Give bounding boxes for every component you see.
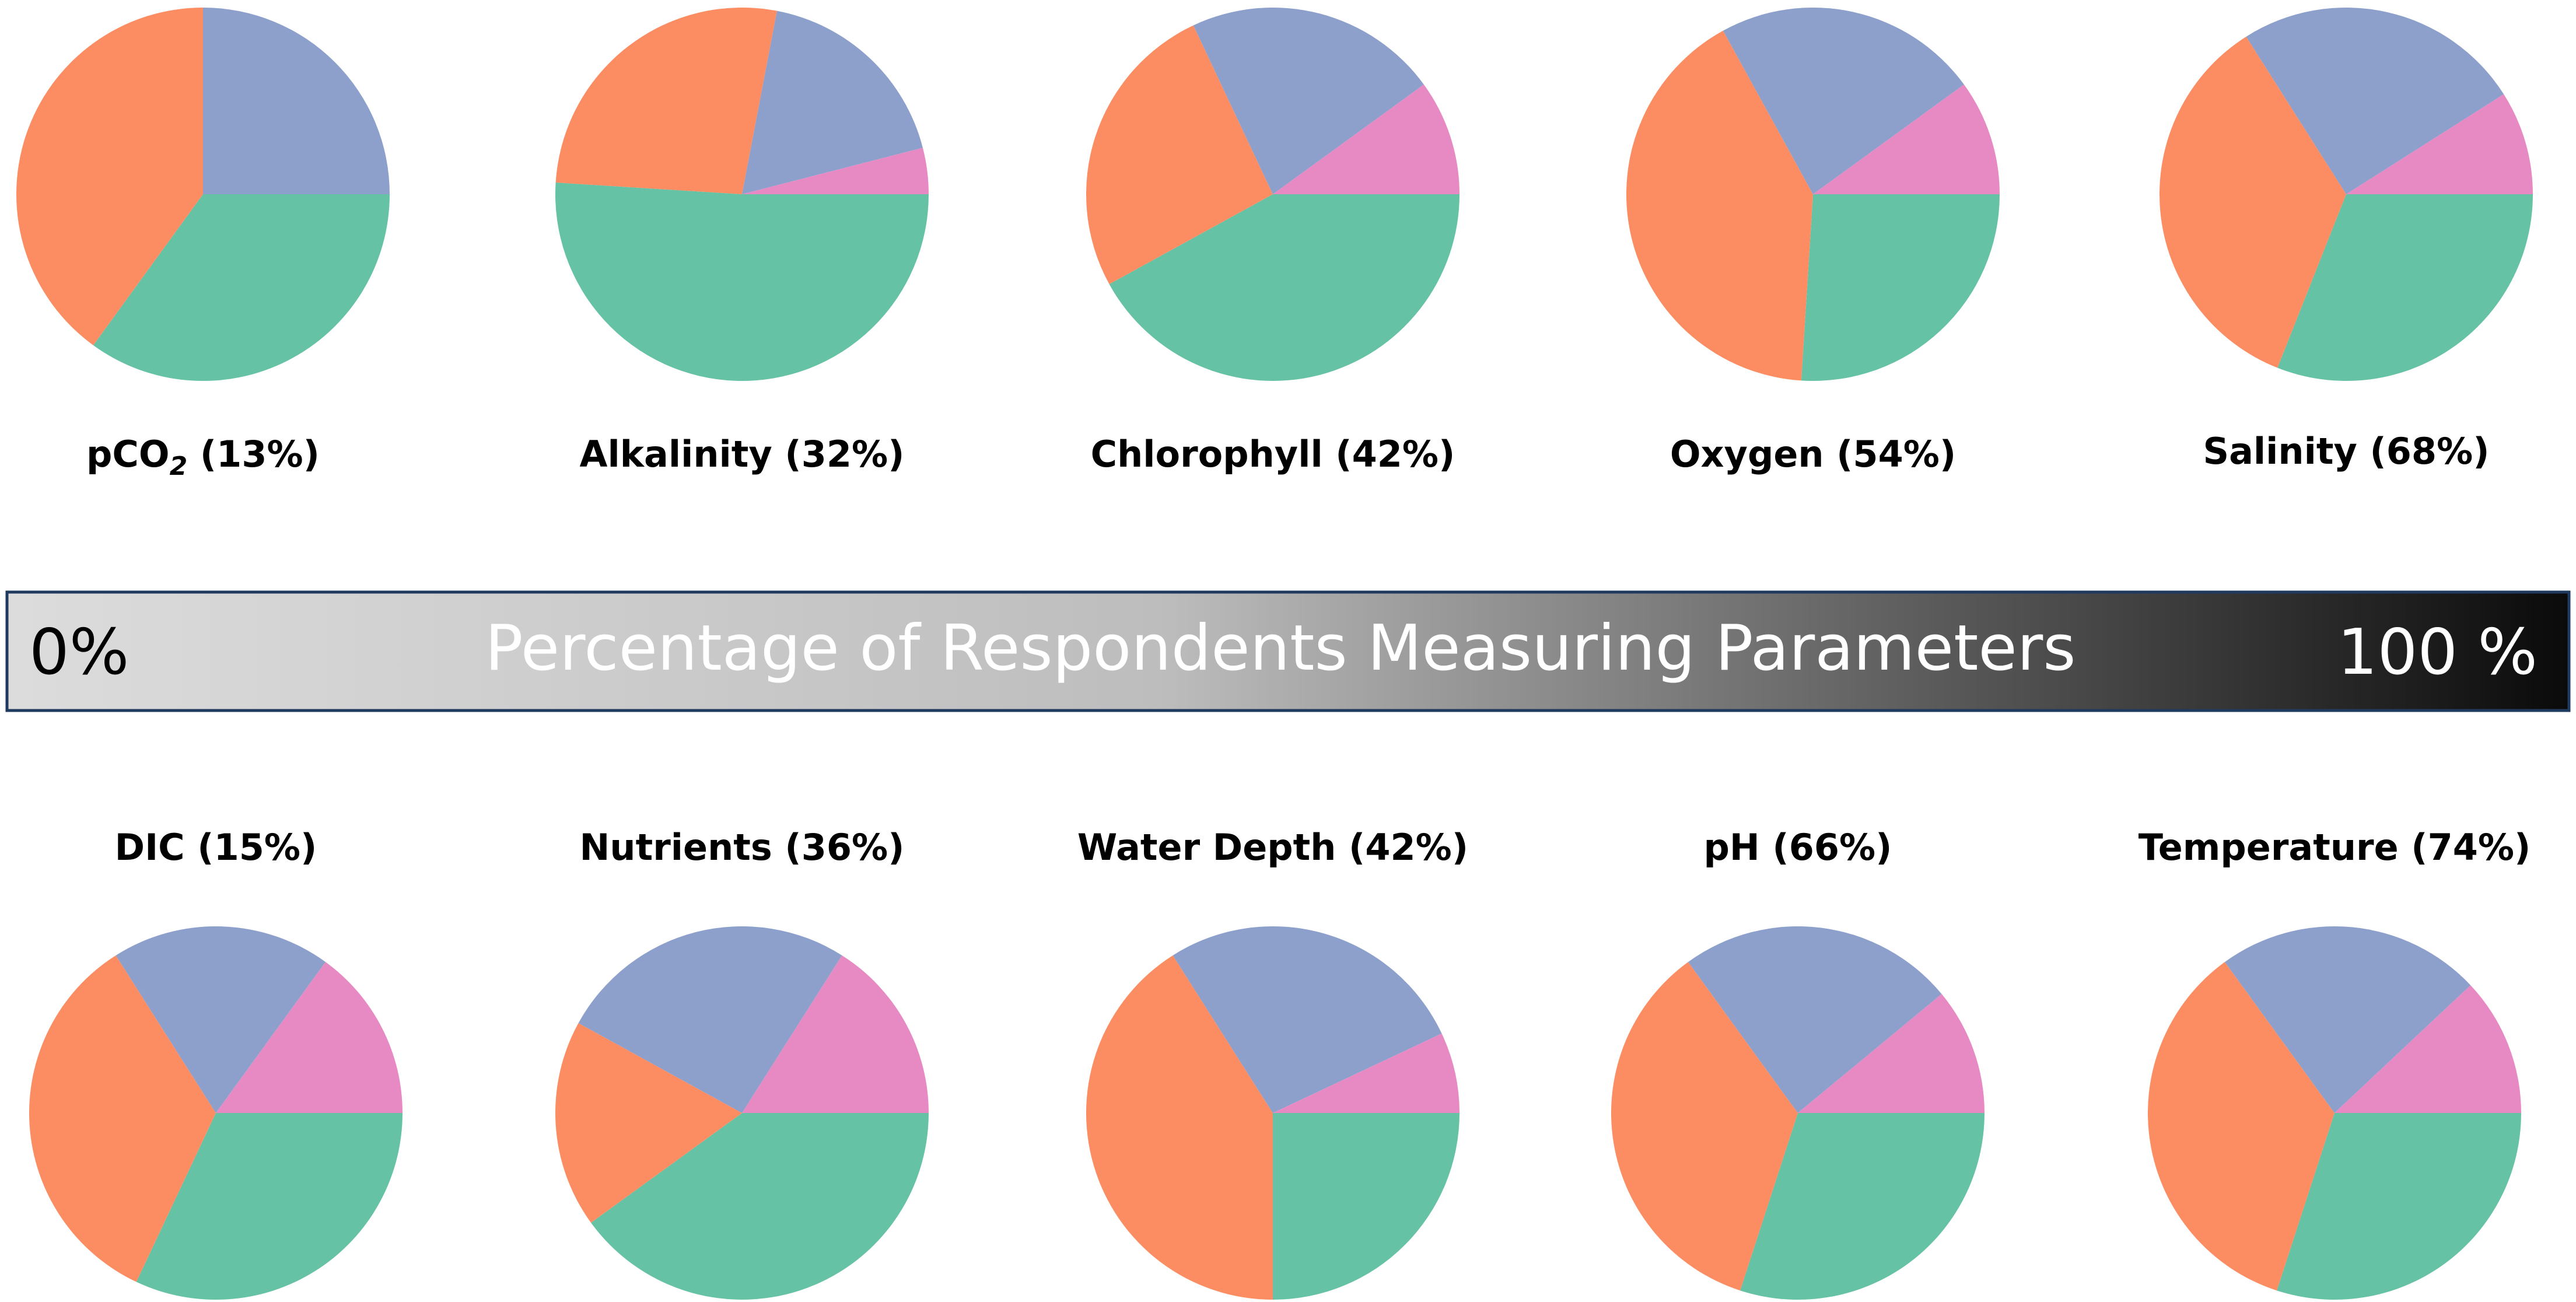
pie-slice-green bbox=[2277, 194, 2533, 382]
pie-slice-orange bbox=[1626, 30, 1813, 381]
pie-slice-orange bbox=[29, 955, 216, 1282]
pie-slice-blue bbox=[742, 10, 923, 194]
pie-slice-pink bbox=[2346, 94, 2533, 194]
pie-slice-blue bbox=[1172, 926, 1442, 1113]
pie-title: pCO2 (13%) bbox=[86, 433, 320, 481]
pie-slice-blue bbox=[2224, 926, 2471, 1113]
pie-slice-orange bbox=[2160, 36, 2346, 368]
pie-chart: Chlorophyll (42%) bbox=[1086, 7, 1460, 475]
pie-title: Nutrients (36%) bbox=[580, 826, 905, 869]
pie-title: Chlorophyll (42%) bbox=[1091, 433, 1455, 475]
pie-charts: pCO2 (13%) Alkalinity (32%) Chlorophyll (4… bbox=[16, 7, 2533, 1300]
pie-chart: Nutrients (36%) bbox=[555, 826, 929, 1300]
pie-chart: Oxygen (54%) bbox=[1626, 7, 2000, 475]
pie-title: DIC (15%) bbox=[115, 826, 317, 869]
pie-slice-green bbox=[1109, 194, 1460, 381]
pie-chart: Salinity (68%) bbox=[2160, 7, 2533, 473]
pie-slice-orange bbox=[1086, 955, 1273, 1300]
pie-chart: Temperature (74%) bbox=[2138, 826, 2531, 1300]
pie-slice-green bbox=[2277, 1113, 2521, 1300]
pie-title: Salinity (68%) bbox=[2203, 430, 2489, 473]
pie-chart: DIC (15%) bbox=[29, 826, 403, 1300]
pie-chart: Water Depth (42%) bbox=[1077, 826, 1468, 1300]
pie-slice-blue bbox=[1688, 926, 1942, 1113]
pie-slice-orange bbox=[1086, 25, 1273, 285]
pie-slice-blue bbox=[2246, 7, 2504, 195]
pie-chart: Alkalinity (32%) bbox=[555, 7, 929, 475]
pie-chart: pH (66%) bbox=[1611, 826, 1985, 1300]
pie-slice-pink bbox=[1273, 1033, 1460, 1113]
pie-slice-blue bbox=[203, 8, 390, 194]
pie-slice-blue bbox=[116, 926, 326, 1113]
pie-slice-blue bbox=[1193, 7, 1424, 194]
pie-slice-green bbox=[555, 182, 929, 382]
pie-title: Oxygen (54%) bbox=[1670, 433, 1956, 475]
pie-slice-blue bbox=[1723, 7, 1964, 195]
pie-slice-green bbox=[1740, 1113, 1985, 1300]
pie-slice-green bbox=[591, 1113, 929, 1300]
pie-slice-orange bbox=[16, 8, 203, 345]
pie-title: Alkalinity (32%) bbox=[580, 433, 905, 475]
pie-slice-green bbox=[1801, 194, 2000, 381]
colorbar-gradient bbox=[5, 590, 2571, 712]
pie-slice-pink bbox=[1798, 994, 1985, 1113]
colorbar-max-label: 100 % bbox=[2337, 616, 2538, 689]
pie-chart: pCO2 (13%) bbox=[16, 8, 390, 481]
pie-slice-green bbox=[136, 1113, 403, 1300]
pie-slice-pink bbox=[1813, 84, 2000, 194]
pie-slice-blue bbox=[578, 926, 842, 1113]
pie-slice-orange bbox=[1611, 962, 1798, 1291]
pie-slice-pink bbox=[2334, 985, 2521, 1113]
pie-title: Temperature (74%) bbox=[2138, 826, 2531, 869]
pie-slice-orange bbox=[555, 1023, 742, 1223]
pie-slice-pink bbox=[1273, 84, 1460, 194]
pie-slice-pink bbox=[742, 148, 929, 194]
colorbar-title: Percentage of Respondents Measuring Para… bbox=[485, 612, 2076, 685]
pie-title: pH (66%) bbox=[1704, 826, 1892, 869]
pie-slice-green bbox=[93, 194, 390, 382]
pie-title: Water Depth (42%) bbox=[1077, 826, 1468, 869]
pie-slice-pink bbox=[216, 962, 402, 1113]
colorbar-min-label: 0% bbox=[29, 616, 129, 689]
colorbar: 0% Percentage of Respondents Measuring P… bbox=[5, 590, 2571, 712]
pie-slice-pink bbox=[742, 955, 929, 1113]
pie-slice-orange bbox=[555, 7, 777, 195]
pie-slice-orange bbox=[2147, 962, 2334, 1291]
pie-slice-green bbox=[1273, 1113, 1460, 1300]
